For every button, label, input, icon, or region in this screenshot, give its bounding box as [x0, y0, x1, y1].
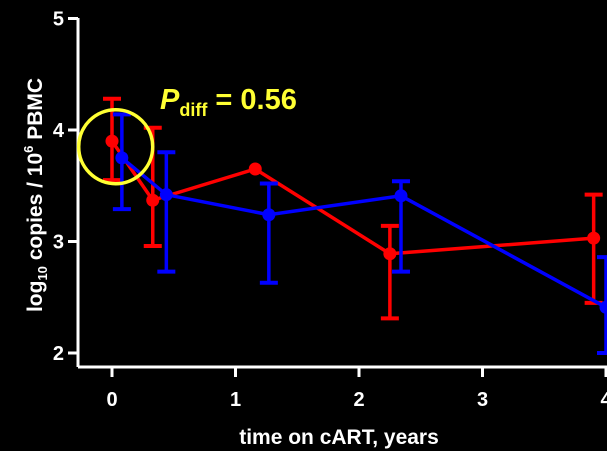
x-tick-label: 0 [106, 389, 117, 411]
y-tick-label: 4 [53, 120, 65, 142]
ticks: 0 1 2 3 4 2 3 4 5 [53, 9, 607, 411]
x-tick-label: 1 [230, 389, 241, 411]
y-axis-title-sup: 6 [21, 146, 36, 153]
x-tick-label: 2 [353, 389, 364, 411]
series-blue [112, 112, 607, 355]
data-point [587, 231, 601, 245]
highlight-circle [76, 107, 155, 186]
data-point [105, 134, 119, 148]
x-tick-label: 3 [477, 389, 488, 411]
data-point [248, 162, 262, 176]
series-red [103, 96, 603, 321]
x-tick-label: 4 [600, 389, 607, 411]
data-point [159, 188, 173, 202]
series-layer [103, 96, 607, 355]
p-value-italic: P [160, 84, 180, 116]
data-point [383, 247, 397, 261]
data-point [394, 189, 408, 203]
y-axis-title: log10 copies / 106 PBMC [21, 78, 50, 312]
p-value-annotation: Pdiff = 0.56 [160, 84, 297, 120]
annotation-layer [76, 107, 155, 186]
data-point [115, 151, 129, 165]
y-axis-title-tail: PBMC [24, 78, 47, 146]
axes [76, 18, 607, 369]
series-line [120, 156, 607, 309]
p-value-text: = 0.56 [207, 84, 297, 116]
y-axis-title-sub: 10 [35, 266, 50, 280]
p-value-sub: diff [179, 100, 208, 120]
data-point [262, 208, 276, 222]
y-tick-label: 5 [53, 9, 64, 31]
y-tick-label: 3 [53, 232, 64, 254]
y-axis-title-mid: copies / 10 [24, 153, 47, 266]
y-axis-title-base: log [24, 281, 47, 313]
y-tick-label: 2 [53, 343, 64, 365]
x-axis-title: time on cART, years [239, 426, 439, 449]
data-point [146, 193, 160, 207]
data-point [599, 300, 607, 314]
